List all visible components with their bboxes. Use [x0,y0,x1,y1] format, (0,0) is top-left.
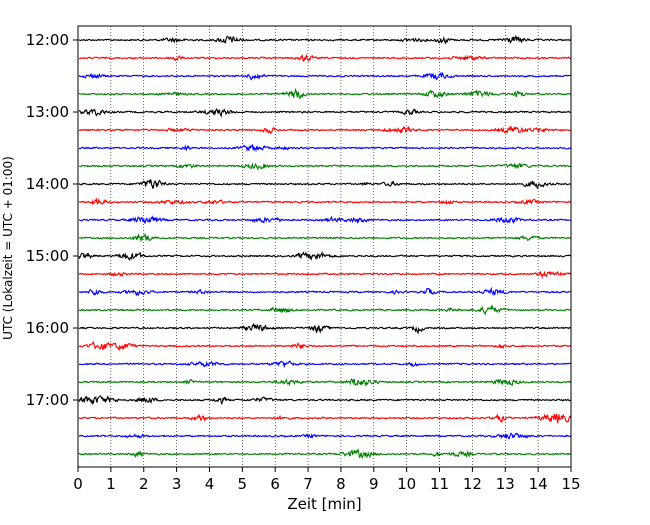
x-tick-label: 3 [172,475,182,493]
y-axis: 12:00 13:00 14:00 15:00 16:00 17:00 [26,31,78,409]
x-tick-label: 5 [238,475,248,493]
trace-line [78,71,572,81]
trace-line [78,360,572,369]
trace-line [78,197,572,206]
x-tick-label: 11 [430,475,449,493]
x-tick-label: 7 [303,475,313,493]
x-tick-label: 0 [73,475,83,493]
x-tick-label: 12 [463,475,482,493]
x-tick-label: 2 [139,475,149,493]
trace-line [78,304,572,316]
x-axis-label: Zeit [min] [287,495,361,513]
trace-line [78,447,572,460]
y-tick-label: 16:00 [26,319,69,337]
y-tick-label: 14:00 [26,175,69,193]
y-tick-label: 17:00 [26,391,69,409]
plot-frame [77,25,572,468]
trace-line [78,395,572,406]
trace-line [78,270,572,280]
y-tick-label: 15:00 [26,247,69,265]
y-tick-label: 12:00 [26,31,69,49]
x-tick-label: 8 [336,475,346,493]
trace-line [78,432,572,440]
trace-line [78,323,572,335]
trace-line [78,124,572,134]
trace-line [78,87,572,100]
trace-line [78,341,572,352]
y-tick-label: 13:00 [26,103,69,121]
seismic-traces [78,34,572,460]
trace-line [78,162,572,171]
y-axis-label: UTC (Lokalzeit = UTC + 01:00) [1,156,15,340]
trace-line [78,54,572,63]
trace-line [78,413,572,424]
trace-line [78,143,572,153]
trace-line [78,286,572,297]
x-tick-label: 9 [369,475,379,493]
trace-line [78,232,572,243]
trace-line [78,378,572,387]
trace-line [78,34,572,45]
x-tick-label: 15 [561,475,580,493]
trace-line [78,108,572,118]
x-tick-label: 14 [529,475,548,493]
x-axis: 0 1 2 3 4 5 6 7 8 9 10 11 12 13 14 15 [73,467,581,493]
trace-line [78,250,572,262]
trace-line [78,214,572,225]
x-tick-label: 10 [397,475,416,493]
x-tick-label: 13 [496,475,515,493]
trace-line [78,178,572,190]
x-tick-label: 1 [106,475,116,493]
x-tick-label: 6 [270,475,280,493]
x-tick-label: 4 [205,475,215,493]
